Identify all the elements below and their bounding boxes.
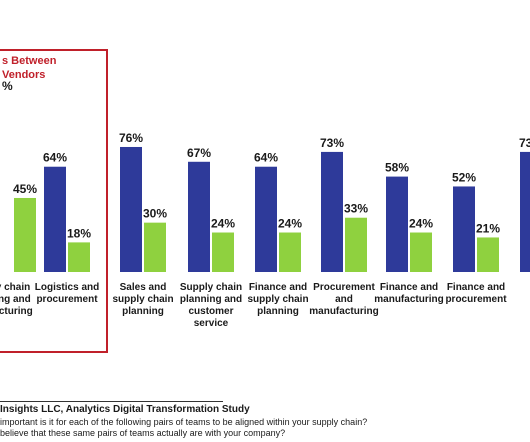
bar-s1-c5 [255,166,277,272]
data-label-s2-c6: 33% [344,202,368,216]
category-label: planning and [180,294,242,305]
bar-s2-c7 [410,232,432,272]
data-label-s1-c6: 73% [320,136,344,150]
category-label: procurement [445,294,507,305]
category-label: acturing [0,306,33,317]
category-label: planning [257,306,299,317]
category-label: Logistics and [35,282,99,293]
category-label: supply chain [247,294,308,305]
chart-title-line: s Between [2,55,57,67]
bar-s2-c1 [14,197,36,272]
bar-s1-c8 [453,186,475,272]
category-label: customer [188,306,233,317]
bar-s1-c6 [321,151,343,272]
highlight-box [0,49,108,353]
category-label: service [194,318,229,329]
category-label: y chain [0,282,30,293]
category-label: planning [122,306,164,317]
question-1: important is it for each of the followin… [0,417,368,427]
data-label-s1-c5: 64% [254,151,278,165]
data-label-s2-c3: 30% [143,207,167,221]
bar-s1-c7 [386,176,408,272]
category-label: Supply chain [180,282,242,293]
data-label-s2-c8: 21% [476,221,500,235]
bar-s2-c8 [477,237,499,272]
category-label: Sales and [120,282,167,293]
bar-s2-c2 [68,242,90,272]
category-label: ing and [0,294,31,305]
bar-s2-c5 [279,232,301,272]
category-label: Finance and [249,282,307,293]
category-label: procurement [36,294,98,305]
data-label-s1-c7: 58% [385,161,409,175]
footer-rule [0,401,223,402]
data-label-s1-c9: 73% [519,136,530,150]
data-label-s1-c3: 76% [119,131,143,145]
bar-s1-c2 [44,166,66,272]
category-label: and [335,294,353,305]
category-label: Finance and [380,282,438,293]
category-label: manufacturing [309,306,378,317]
bar-s1-c3 [120,146,142,272]
source-note: Insights LLC, Analytics Digital Transfor… [0,404,250,415]
category-label: Finance and [447,282,505,293]
bar-s2-c6 [345,217,367,272]
data-label-s1-c2: 64% [43,151,67,165]
chart-title-line: Vendors [2,69,45,81]
bar-s1-c4 [188,161,210,272]
data-label-s2-c7: 24% [409,217,433,231]
category-label: supply chain [112,294,173,305]
data-label-s1-c8: 52% [452,170,476,184]
category-label: manufacturing [374,294,443,305]
data-label-s1-c1: % [2,79,13,93]
bar-s2-c3 [144,222,166,272]
bar-s2-c4 [212,232,234,272]
data-label-s1-c4: 67% [187,146,211,160]
data-label-s2-c5: 24% [278,217,302,231]
category-label: Procurement [313,282,375,293]
data-label-s2-c4: 24% [211,217,235,231]
data-label-s2-c1: 45% [13,182,37,196]
bar-s1-c9 [520,151,530,272]
question-2: believe that these same pairs of teams a… [0,428,286,438]
data-label-s2-c2: 18% [67,226,91,240]
